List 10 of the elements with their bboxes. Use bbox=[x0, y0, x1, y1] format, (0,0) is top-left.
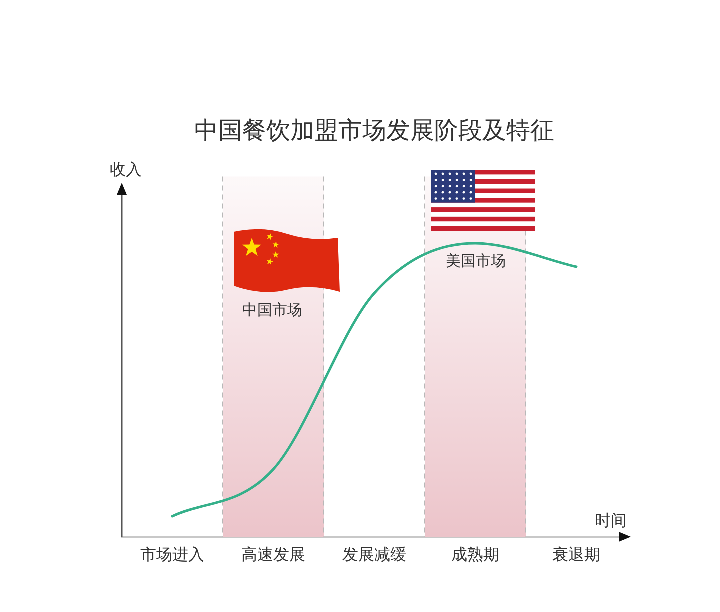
y-axis-title: 收入 bbox=[110, 160, 142, 179]
chart-title: 中国餐饮加盟市场发展阶段及特征 bbox=[194, 116, 554, 145]
x-tick-label: 发展减缓 bbox=[342, 544, 406, 564]
annotation: 中国市场 bbox=[242, 300, 302, 319]
x-tick-label: 衰退期 bbox=[552, 544, 600, 564]
x-tick-label: 市场进入 bbox=[140, 544, 204, 564]
x-axis-title: 时间 bbox=[595, 511, 627, 530]
x-tick-label: 成熟期 bbox=[452, 544, 500, 564]
x-tick-label: 高速发展 bbox=[242, 544, 306, 564]
annotation: 美国市场 bbox=[446, 252, 506, 270]
